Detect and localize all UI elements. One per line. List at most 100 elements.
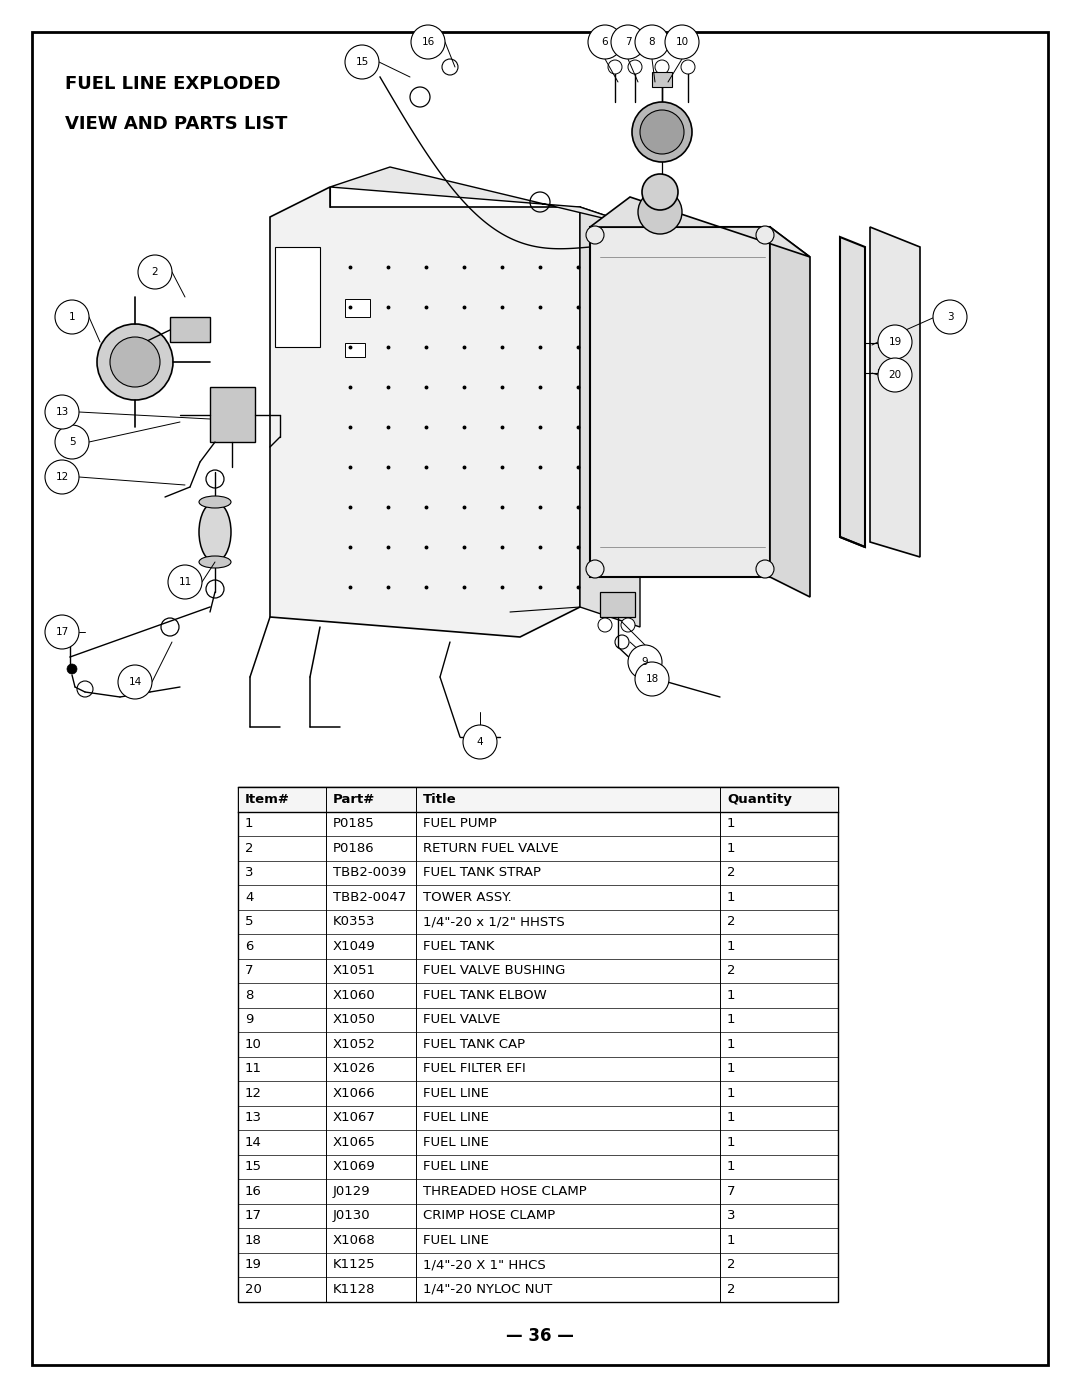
Text: 1: 1 — [727, 940, 735, 953]
Bar — [238, 787, 838, 812]
Text: FUEL LINE EXPLODED: FUEL LINE EXPLODED — [65, 75, 281, 94]
Text: FUEL TANK CAP: FUEL TANK CAP — [423, 1038, 525, 1051]
Text: 10: 10 — [675, 36, 689, 47]
Circle shape — [118, 665, 152, 698]
Text: Part#: Part# — [333, 792, 375, 806]
Text: 4: 4 — [245, 891, 254, 904]
Text: 16: 16 — [245, 1185, 261, 1197]
Text: K1128: K1128 — [333, 1282, 376, 1296]
Text: 3: 3 — [727, 1210, 735, 1222]
Text: 4: 4 — [476, 738, 484, 747]
Circle shape — [642, 175, 678, 210]
Circle shape — [654, 60, 669, 74]
Text: 2: 2 — [727, 1282, 735, 1296]
Text: 8: 8 — [649, 36, 656, 47]
Text: FUEL LINE: FUEL LINE — [423, 1161, 489, 1173]
Text: Quantity: Quantity — [727, 792, 792, 806]
Text: 14: 14 — [129, 678, 141, 687]
Circle shape — [638, 190, 681, 235]
Text: FUEL LINE: FUEL LINE — [423, 1136, 489, 1148]
Text: 11: 11 — [245, 1062, 262, 1076]
Text: 6: 6 — [602, 36, 608, 47]
Text: 1: 1 — [727, 891, 735, 904]
Text: 2: 2 — [727, 964, 735, 978]
Text: 7: 7 — [245, 964, 254, 978]
Circle shape — [933, 300, 967, 334]
Bar — [170, 317, 210, 342]
Text: 1: 1 — [727, 1062, 735, 1076]
Bar — [345, 299, 370, 317]
Text: X1051: X1051 — [333, 964, 376, 978]
Circle shape — [756, 560, 774, 578]
Polygon shape — [590, 197, 810, 257]
Polygon shape — [580, 207, 640, 627]
Ellipse shape — [199, 556, 231, 569]
Text: X1066: X1066 — [333, 1087, 376, 1099]
Text: 5: 5 — [245, 915, 254, 928]
Text: FUEL LINE: FUEL LINE — [423, 1087, 489, 1099]
Text: 15: 15 — [355, 57, 368, 67]
Text: FUEL LINE: FUEL LINE — [423, 1111, 489, 1125]
Text: FUEL LINE: FUEL LINE — [423, 1234, 489, 1246]
Circle shape — [110, 337, 160, 387]
Text: 1: 1 — [727, 1013, 735, 1027]
Text: 1: 1 — [727, 1161, 735, 1173]
Text: 1: 1 — [727, 1234, 735, 1246]
Text: THREADED HOSE CLAMP: THREADED HOSE CLAMP — [423, 1185, 586, 1197]
Bar — [238, 787, 838, 1302]
Circle shape — [168, 564, 202, 599]
Circle shape — [632, 102, 692, 162]
Circle shape — [55, 300, 89, 334]
Circle shape — [463, 725, 497, 759]
Circle shape — [345, 45, 379, 80]
Circle shape — [665, 25, 699, 59]
Text: 2: 2 — [727, 866, 735, 879]
Polygon shape — [652, 73, 672, 87]
Circle shape — [45, 395, 79, 429]
Text: 6: 6 — [245, 940, 254, 953]
Text: X1049: X1049 — [333, 940, 376, 953]
Polygon shape — [330, 168, 640, 226]
Text: 19: 19 — [245, 1259, 261, 1271]
Text: 1/4"-20 x 1/2" HHSTS: 1/4"-20 x 1/2" HHSTS — [423, 915, 565, 928]
Text: X1067: X1067 — [333, 1111, 376, 1125]
Text: 12: 12 — [245, 1087, 262, 1099]
Circle shape — [635, 662, 669, 696]
Circle shape — [138, 256, 172, 289]
Circle shape — [45, 615, 79, 650]
Text: 7: 7 — [624, 36, 632, 47]
Ellipse shape — [199, 496, 231, 509]
Text: 17: 17 — [245, 1210, 262, 1222]
Text: 8: 8 — [245, 989, 254, 1002]
Text: 1: 1 — [727, 1087, 735, 1099]
Circle shape — [611, 25, 645, 59]
Bar — [345, 344, 365, 358]
Text: X1068: X1068 — [333, 1234, 376, 1246]
Text: 7: 7 — [727, 1185, 735, 1197]
Text: 1: 1 — [69, 312, 76, 321]
Text: X1065: X1065 — [333, 1136, 376, 1148]
Text: Item#: Item# — [245, 792, 289, 806]
Circle shape — [588, 25, 622, 59]
Text: 3: 3 — [245, 866, 254, 879]
Bar — [878, 369, 890, 377]
Circle shape — [681, 60, 696, 74]
Text: P0186: P0186 — [333, 842, 375, 855]
Text: 16: 16 — [421, 36, 434, 47]
Text: FUEL TANK: FUEL TANK — [423, 940, 495, 953]
Text: FUEL TANK ELBOW: FUEL TANK ELBOW — [423, 989, 546, 1002]
Text: 18: 18 — [646, 673, 659, 685]
Circle shape — [756, 226, 774, 244]
Ellipse shape — [199, 502, 231, 562]
Text: 1: 1 — [727, 1136, 735, 1148]
Text: FUEL FILTER EFI: FUEL FILTER EFI — [423, 1062, 526, 1076]
Text: CRIMP HOSE CLAMP: CRIMP HOSE CLAMP — [423, 1210, 555, 1222]
Circle shape — [55, 425, 89, 460]
Text: 20: 20 — [889, 370, 902, 380]
Circle shape — [586, 560, 604, 578]
Text: 1: 1 — [727, 842, 735, 855]
Text: 20: 20 — [245, 1282, 261, 1296]
Circle shape — [586, 226, 604, 244]
Text: 18: 18 — [245, 1234, 261, 1246]
Circle shape — [608, 60, 622, 74]
